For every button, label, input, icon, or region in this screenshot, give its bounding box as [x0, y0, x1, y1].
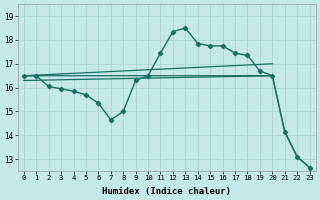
X-axis label: Humidex (Indice chaleur): Humidex (Indice chaleur)	[102, 187, 231, 196]
